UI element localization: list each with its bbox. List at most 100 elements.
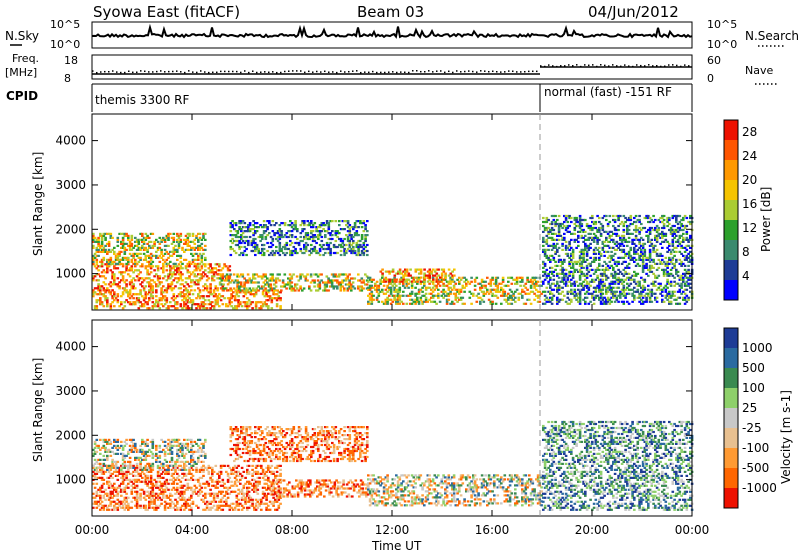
heatmap-cell [283,222,287,225]
heatmap-cell [500,288,503,291]
heatmap-cell [547,236,550,239]
heatmap-cell [687,264,690,267]
heatmap-cell [636,272,640,275]
heatmap-cell [683,250,687,253]
nave-dot [480,70,482,72]
heatmap-cell [195,279,198,282]
heatmap-cell [419,298,423,301]
heatmap-cell [542,290,545,293]
heatmap-cell [102,281,106,284]
heatmap-cell [440,280,444,283]
heatmap-cell [592,272,596,275]
heatmap-cell [549,284,552,287]
heatmap-cell [634,274,638,277]
heatmap-cell [375,290,379,293]
heatmap-cell [545,256,549,259]
heatmap-cell [320,239,324,243]
heatmap-cell [557,224,561,228]
heatmap-cell [135,240,139,243]
heatmap-cell [120,262,123,265]
heatmap-cell [601,242,605,245]
nave-dot [356,70,358,72]
heatmap-cell [134,262,137,265]
heatmap-cell [95,494,99,497]
heatmap-cell [554,222,557,226]
heatmap-cell [550,220,554,224]
heatmap-cell [278,245,282,249]
heatmap-cell [120,303,123,306]
heatmap-cell [526,276,529,279]
heatmap-cell [364,224,367,227]
heatmap-cell [95,476,99,479]
heatmap-cell [283,285,287,288]
heatmap-cell [272,297,275,300]
heatmap-cell [395,284,398,287]
heatmap-cell [128,252,132,255]
heatmap-cell [514,296,517,299]
heatmap-cell [666,220,669,224]
heatmap-cell [456,288,459,291]
heatmap-cell [146,254,149,257]
heatmap-cell [186,504,190,507]
heatmap-cell [393,298,396,301]
heatmap-cell [102,496,106,499]
nave-dot [560,65,562,67]
heatmap-cell [673,276,676,279]
heatmap-cell [601,280,605,283]
heatmap-cell [167,273,170,276]
heatmap-cell [634,258,638,261]
heatmap-cell [93,474,97,477]
heatmap-cell [193,252,197,255]
heatmap-cell [204,238,207,241]
heatmap-cell [645,264,648,267]
heatmap-cell [647,284,650,287]
heatmap-cell [193,248,197,251]
heatmap-cell [134,498,137,501]
heatmap-cell [174,504,177,507]
heatmap-cell [236,281,239,284]
heatmap-cell [386,286,389,289]
heatmap-cell [235,305,239,308]
heatmap-cell [132,293,135,296]
heatmap-cell [248,279,252,282]
heatmap-cell [209,293,212,296]
heatmap-cell [645,296,648,299]
heatmap-cell [92,256,95,259]
heatmap-cell [134,474,137,477]
heatmap-cell [174,244,177,247]
heatmap-cell [622,230,626,233]
heatmap-cell [120,482,123,485]
heatmap-cell [184,287,188,290]
heatmap-cell [561,248,564,251]
heatmap-cell [123,256,127,259]
heatmap-cell [543,252,547,255]
heatmap-cell [315,230,318,233]
heatmap-cell [109,250,113,253]
heatmap-cell [228,299,232,302]
heatmap-cell [627,266,631,269]
heatmap-cell [95,492,99,495]
heatmap-cell [453,274,456,277]
heatmap-cell [624,292,627,295]
heatmap-cell [503,294,507,297]
heatmap-cell [395,272,398,275]
heatmap-cell [111,476,114,479]
heatmap-cell [228,265,232,268]
heatmap-cell [135,504,139,507]
heatmap-cell [303,228,306,231]
heatmap-cell [273,232,276,235]
heatmap-cell [102,289,106,292]
heatmap-cell [167,232,170,235]
heatmap-cell [148,506,151,509]
heatmap-cell [163,488,167,491]
heatmap-cell [578,278,582,281]
heatmap-cell [181,472,184,475]
heatmap-cell [278,230,282,233]
heatmap-cell [146,277,149,280]
heatmap-cell [195,236,198,239]
heatmap-cell [487,292,491,295]
heatmap-cell [107,232,111,235]
heatmap-cell [638,300,641,303]
heatmap-cell [92,293,95,296]
nave-dot [556,65,558,68]
